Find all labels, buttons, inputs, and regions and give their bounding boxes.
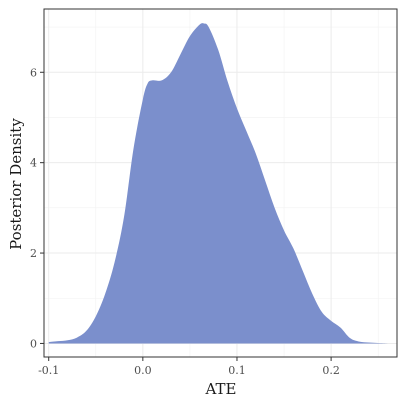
- density-area: [48, 23, 388, 344]
- panel-frame: [43, 8, 398, 358]
- y-tick-label: 2: [30, 247, 37, 260]
- y-tick-label: 6: [30, 66, 37, 79]
- x-tick-label: -0.1: [38, 364, 59, 377]
- axis-ticks: -0.1 0.0 0.1 0.2 0 2 4 6: [30, 66, 340, 377]
- density-fill: [48, 23, 388, 344]
- x-axis-title: ATE: [205, 380, 237, 398]
- y-tick-label: 4: [30, 157, 37, 170]
- x-tick-label: 0.1: [228, 364, 246, 377]
- x-tick-label: 0.0: [134, 364, 152, 377]
- x-tick-label: 0.2: [322, 364, 340, 377]
- y-axis-title: Posterior Density: [7, 118, 25, 250]
- panel-border: [43, 8, 398, 358]
- y-tick-label: 0: [30, 337, 37, 350]
